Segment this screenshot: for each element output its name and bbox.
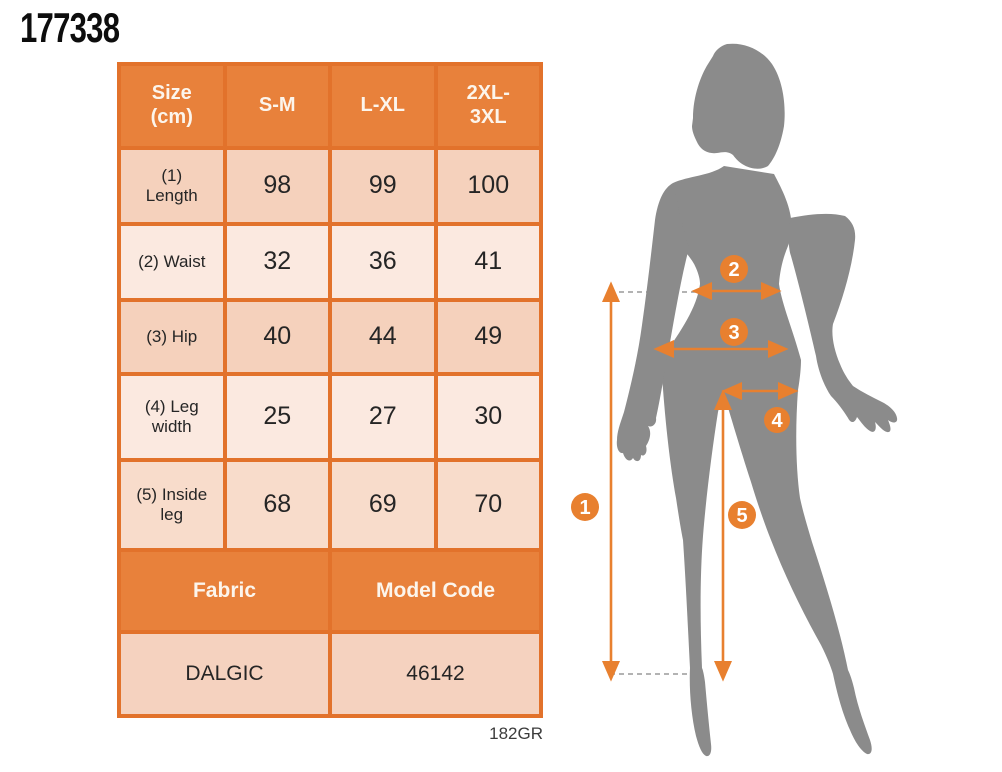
row-label-waist: (2) Waist bbox=[121, 226, 223, 298]
table-cell: 99 bbox=[332, 150, 434, 222]
table-cell: 98 bbox=[226, 150, 328, 222]
column-header-2xl3xl-label: 2XL-3XL bbox=[466, 82, 510, 128]
marker-3-label: 3 bbox=[728, 322, 739, 344]
measurement-arrows bbox=[601, 281, 799, 682]
table-cell: 68 bbox=[226, 462, 328, 548]
silhouette-left-arm bbox=[616, 183, 689, 462]
column-header-lxl: L-XL bbox=[332, 66, 434, 146]
row-label-length-text: (1) Length bbox=[145, 165, 198, 205]
marker-1-label: 1 bbox=[579, 497, 590, 519]
row-label-hip-text: (3) Hip bbox=[146, 326, 198, 346]
marker-2: 2 bbox=[720, 255, 748, 283]
marker-5-label: 5 bbox=[736, 505, 747, 527]
weight-footnote: 182GR bbox=[489, 724, 543, 743]
table-cell: 32 bbox=[226, 226, 328, 298]
marker-4: 4 bbox=[764, 407, 790, 433]
silhouette-torso-legs bbox=[661, 166, 872, 757]
column-header-sm: S-M bbox=[226, 66, 328, 146]
silhouette-head bbox=[692, 43, 785, 169]
row-label-inside-leg: (5) Inside leg bbox=[121, 462, 223, 548]
table-cell: 44 bbox=[332, 302, 434, 372]
table-cell: 36 bbox=[332, 226, 434, 298]
table-cell: 30 bbox=[437, 376, 539, 458]
column-header-lxl-label: L-XL bbox=[360, 94, 405, 117]
table-cell: 70 bbox=[437, 462, 539, 548]
column-header-size: Size (cm) bbox=[121, 66, 223, 146]
row-label-length: (1) Length bbox=[121, 150, 223, 222]
fabric-value: DALGIC bbox=[121, 634, 328, 714]
row-label-leg-width-text: (4) Leg width bbox=[144, 396, 199, 436]
measurement-figure: 1 2 3 4 5 bbox=[571, 43, 898, 757]
table-cell: 49 bbox=[437, 302, 539, 372]
table-cell: 27 bbox=[332, 376, 434, 458]
table-cell: 40 bbox=[226, 302, 328, 372]
marker-5: 5 bbox=[728, 501, 756, 529]
row-label-hip: (3) Hip bbox=[121, 302, 223, 372]
table-cell: 41 bbox=[437, 226, 539, 298]
table-cell: 69 bbox=[332, 462, 434, 548]
marker-circles: 1 2 3 4 5 bbox=[571, 255, 790, 529]
marker-1: 1 bbox=[571, 493, 599, 521]
row-label-waist-text: (2) Waist bbox=[138, 251, 206, 271]
body-silhouette bbox=[616, 43, 898, 757]
silhouette-right-arm bbox=[788, 213, 898, 433]
table-cell: 100 bbox=[437, 150, 539, 222]
row-label-leg-width: (4) Leg width bbox=[121, 376, 223, 458]
model-code-value: 46142 bbox=[332, 634, 539, 714]
marker-4-label: 4 bbox=[771, 410, 783, 432]
model-code-header: Model Code bbox=[332, 552, 539, 630]
column-header-2xl3xl: 2XL-3XL bbox=[437, 66, 539, 146]
column-header-size-label: Size (cm) bbox=[150, 82, 193, 128]
row-label-inside-leg-text: (5) Inside leg bbox=[136, 484, 208, 524]
size-table: Size (cm) S-M L-XL 2XL-3XL (1) Length 98… bbox=[117, 62, 543, 718]
marker-3: 3 bbox=[720, 318, 748, 346]
table-cell: 25 bbox=[226, 376, 328, 458]
column-header-sm-label: S-M bbox=[258, 94, 296, 117]
fabric-header: Fabric bbox=[121, 552, 328, 630]
product-code: 177338 bbox=[20, 4, 120, 51]
marker-2-label: 2 bbox=[728, 259, 739, 281]
